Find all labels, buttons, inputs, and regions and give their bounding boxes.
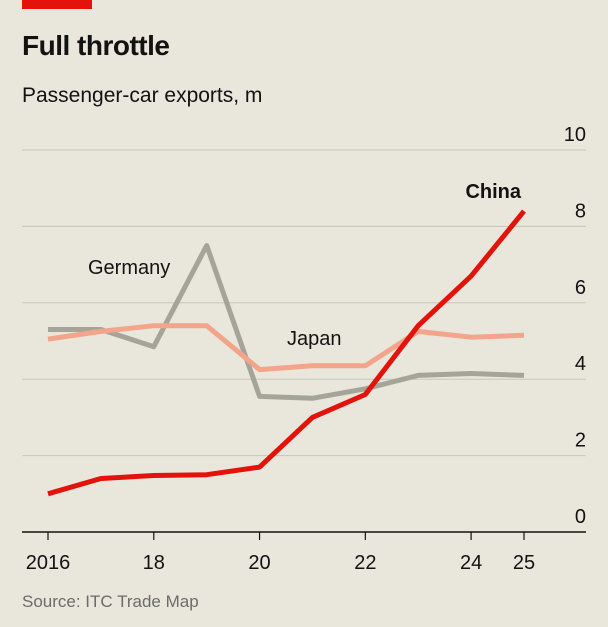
series-label-china: China xyxy=(465,181,521,203)
x-tick-label: 25 xyxy=(513,552,535,574)
chart-title: Full throttle xyxy=(22,30,170,61)
series-label-japan: Japan xyxy=(287,328,342,350)
x-tick-label: 22 xyxy=(354,552,376,574)
y-tick-label: 0 xyxy=(575,506,586,528)
gridlines xyxy=(22,149,586,533)
y-tick-label: 6 xyxy=(575,277,586,299)
series-labels: Germany Japan China xyxy=(88,181,522,350)
red-accent-tag xyxy=(22,0,92,9)
y-tick-label: 10 xyxy=(564,124,586,146)
source-note: Source: ITC Trade Map xyxy=(22,592,199,611)
x-tick-label: 2016 xyxy=(26,552,71,574)
chart-subtitle: Passenger-car exports, m xyxy=(22,84,263,107)
series-line-china xyxy=(47,209,526,497)
y-tick-label: 2 xyxy=(575,430,586,452)
y-tick-label: 8 xyxy=(575,200,586,222)
x-tick-label: 20 xyxy=(248,552,270,574)
x-tick-label: 24 xyxy=(460,552,482,574)
series-label-germany: Germany xyxy=(88,257,170,279)
y-tick-label: 4 xyxy=(575,353,586,375)
series-line-germany xyxy=(48,243,525,401)
x-tick-label: 18 xyxy=(143,552,165,574)
series-lines xyxy=(47,209,526,497)
series-line-japan xyxy=(47,323,525,373)
